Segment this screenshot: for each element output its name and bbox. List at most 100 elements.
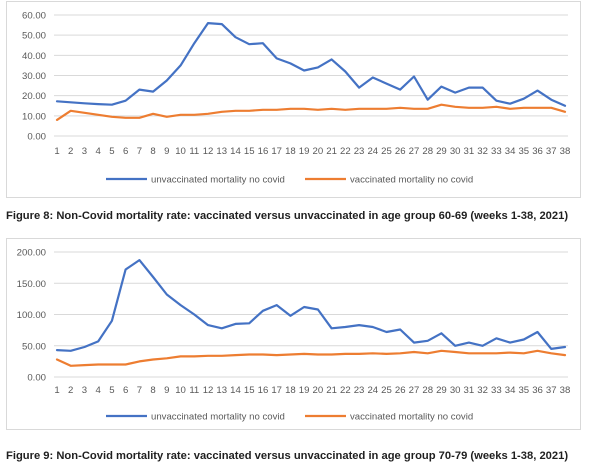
- chart-2-y-tick-label: 100.00: [17, 310, 46, 321]
- chart-1-x-tick-label: 14: [230, 146, 241, 157]
- chart-1-x-tick-label: 24: [367, 146, 378, 157]
- chart-2-x-tick-label: 25: [381, 385, 392, 396]
- chart-2-x-tick-label: 29: [436, 385, 447, 396]
- chart-2-x-tick-label: 30: [450, 385, 461, 396]
- chart-1-series-2-line: [55, 103, 567, 122]
- chart-2-x-tick-label: 19: [299, 385, 310, 396]
- chart-1-frame: [6, 1, 581, 198]
- chart-2-x-tick-label: 28: [422, 385, 433, 396]
- chart-1-x-tick-label: 34: [505, 146, 516, 157]
- chart-2-x-tick-label: 35: [518, 385, 529, 396]
- chart-2-x-tick-label: 18: [285, 385, 296, 396]
- chart-1-legend-label-2: vaccinated mortality no covid: [350, 175, 473, 186]
- chart-1-x-tick-label: 9: [164, 146, 169, 157]
- chart-1-y-tick-label: 50.00: [22, 31, 46, 42]
- chart-1-x-tick-label: 35: [518, 146, 529, 157]
- chart-2-x-tick-label: 10: [175, 385, 186, 396]
- chart-1-y-tick-label: 0.00: [27, 132, 46, 143]
- chart-1-x-tick-label: 13: [216, 146, 227, 157]
- chart-1-series-1-line: [55, 22, 567, 107]
- chart-2-x-tick-label: 34: [505, 385, 516, 396]
- chart-2-x-tick-label: 15: [244, 385, 255, 396]
- chart-1-x-tick-label: 36: [532, 146, 543, 157]
- chart-2-x-tick-label: 7: [137, 385, 142, 396]
- chart-2-x-tick-label: 13: [216, 385, 227, 396]
- chart-1-x-tick-label: 28: [422, 146, 433, 157]
- chart-2-x-tick-label: 37: [546, 385, 557, 396]
- chart-2-legend-label-1: unvaccinated mortality no covid: [151, 412, 285, 423]
- chart-2-x-tick-label: 23: [354, 385, 365, 396]
- chart-2-x-tick-label: 21: [326, 385, 337, 396]
- chart-1-x-tick-label: 19: [299, 146, 310, 157]
- chart-2-x-tick-label: 36: [532, 385, 543, 396]
- chart-2-x-tick-label: 14: [230, 385, 241, 396]
- chart-1-x-tick-label: 29: [436, 146, 447, 157]
- chart-2-x-tick-label: 20: [313, 385, 324, 396]
- chart-2-x-tick-label: 1: [54, 385, 59, 396]
- chart-1-x-tick-label: 8: [150, 146, 155, 157]
- chart-1-x-tick-label: 37: [546, 146, 557, 157]
- chart-2-y-tick-label: 50.00: [22, 341, 46, 352]
- figure-8-caption: Figure 8: Non-Covid mortality rate: vacc…: [6, 210, 569, 222]
- chart-1-x-tick-label: 25: [381, 146, 392, 157]
- chart-2-x-tick-label: 11: [189, 385, 199, 396]
- chart-1-x-tick-label: 32: [477, 146, 488, 157]
- chart-2-x-tick-label: 27: [409, 385, 420, 396]
- chart-1-x-tick-label: 11: [189, 146, 199, 157]
- chart-1-x-tick-label: 27: [409, 146, 420, 157]
- chart-2-x-tick-label: 9: [164, 385, 169, 396]
- chart-2-x-tick-label: 26: [395, 385, 406, 396]
- chart-2-legend-label-2: vaccinated mortality no covid: [350, 412, 473, 423]
- chart-1-x-tick-label: 7: [137, 146, 142, 157]
- chart-1-x-tick-label: 16: [258, 146, 269, 157]
- chart-2-x-tick-label: 4: [96, 385, 102, 396]
- chart-1-y-tick-label: 20.00: [22, 91, 46, 102]
- chart-1-x-tick-label: 6: [123, 146, 128, 157]
- chart-1-x-tick-label: 21: [326, 146, 337, 157]
- chart-1-x-tick-label: 5: [109, 146, 114, 157]
- chart-2-x-tick-label: 6: [123, 385, 128, 396]
- chart-1-x-tick-label: 12: [203, 146, 214, 157]
- chart-1-x-tick-label: 20: [313, 146, 324, 157]
- chart-2-x-tick-label: 31: [464, 385, 475, 396]
- chart-2-x-tick-label: 38: [560, 385, 571, 396]
- chart-1-x-tick-label: 31: [464, 146, 475, 157]
- chart-1-x-tick-label: 1: [54, 146, 59, 157]
- chart-1-x-tick-label: 23: [354, 146, 365, 157]
- chart-1-x-tick-label: 15: [244, 146, 255, 157]
- chart-2-x-tick-label: 17: [271, 385, 282, 396]
- chart-1-x-tick-label: 18: [285, 146, 296, 157]
- chart-1-x-tick-label: 10: [175, 146, 186, 157]
- chart-2-x-tick-label: 12: [203, 385, 214, 396]
- chart-2-x-tick-label: 32: [477, 385, 488, 396]
- chart-2-y-tick-label: 200.00: [17, 248, 46, 259]
- chart-2-x-tick-label: 2: [68, 385, 73, 396]
- chart-1-x-tick-label: 2: [68, 146, 73, 157]
- chart-1-legend-label-1: unvaccinated mortality no covid: [151, 175, 285, 186]
- chart-1-y-tick-label: 30.00: [22, 71, 46, 82]
- chart-2-series-1-line: [55, 259, 567, 352]
- chart-1-x-tick-label: 3: [82, 146, 87, 157]
- chart-1-x-tick-label: 38: [560, 146, 571, 157]
- chart-1-x-tick-label: 26: [395, 146, 406, 157]
- chart-1-x-tick-label: 22: [340, 146, 351, 157]
- chart-1-y-tick-label: 10.00: [22, 111, 46, 122]
- chart-1-y-tick-label: 40.00: [22, 51, 46, 62]
- chart-2-x-tick-label: 16: [258, 385, 269, 396]
- chart-2-x-tick-label: 5: [109, 385, 114, 396]
- figure-9-caption: Figure 9: Non-Covid mortality rate: vacc…: [6, 450, 569, 462]
- chart-2-x-tick-label: 22: [340, 385, 351, 396]
- chart-2-x-tick-label: 3: [82, 385, 87, 396]
- chart-2-x-tick-label: 24: [367, 385, 378, 396]
- chart-1-x-tick-label: 30: [450, 146, 461, 157]
- chart-2-y-tick-label: 0.00: [27, 373, 46, 384]
- chart-1-x-tick-label: 17: [271, 146, 282, 157]
- chart-2-x-tick-label: 33: [491, 385, 502, 396]
- chart-2-y-tick-label: 150.00: [17, 279, 46, 290]
- chart-2-x-tick-label: 8: [150, 385, 155, 396]
- chart-1-y-tick-label: 60.00: [22, 11, 46, 22]
- chart-1-x-tick-label: 4: [96, 146, 102, 157]
- chart-1-x-tick-label: 33: [491, 146, 502, 157]
- chart-2-series-2-line: [55, 349, 567, 367]
